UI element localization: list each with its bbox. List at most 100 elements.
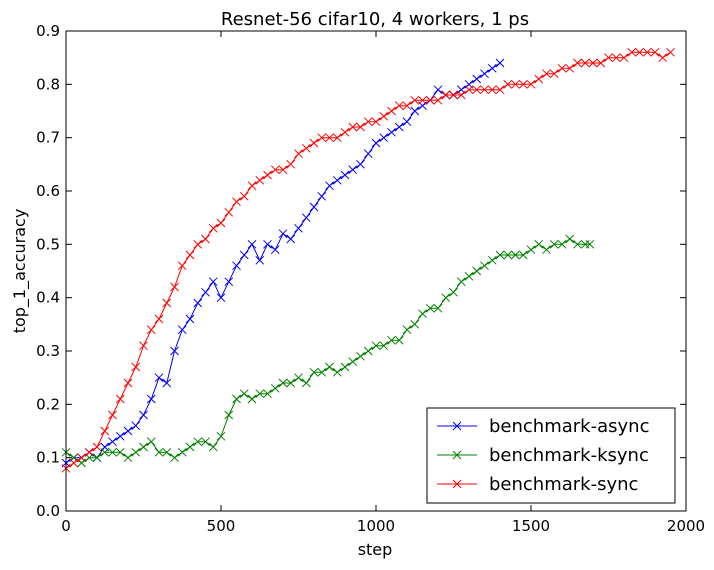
legend-label-benchmark-async: benchmark-async bbox=[489, 416, 649, 437]
data-point-benchmark-sync bbox=[487, 85, 497, 95]
y-tick-label: 0.2 bbox=[36, 395, 60, 413]
y-tick-label: 0.7 bbox=[36, 129, 60, 147]
data-point-benchmark-sync bbox=[549, 69, 559, 79]
data-point-benchmark-async bbox=[402, 117, 412, 127]
legend: benchmark-async benchmark-ksync benchmark-… bbox=[426, 407, 676, 504]
data-point-benchmark-ksync bbox=[139, 442, 148, 452]
data-point-benchmark-async bbox=[363, 149, 373, 159]
data-point-benchmark-sync bbox=[239, 191, 249, 201]
x-tick-label: 2000 bbox=[667, 517, 705, 535]
data-point-benchmark-ksync bbox=[115, 447, 125, 457]
data-point-benchmark-ksync bbox=[146, 437, 156, 447]
data-point-benchmark-ksync bbox=[480, 261, 489, 271]
data-point-benchmark-ksync bbox=[340, 362, 350, 372]
data-point-benchmark-sync bbox=[294, 149, 303, 159]
data-point-benchmark-ksync bbox=[294, 373, 303, 383]
data-point-benchmark-async bbox=[356, 159, 365, 169]
data-point-benchmark-async bbox=[224, 277, 234, 287]
data-point-benchmark-sync bbox=[356, 122, 365, 132]
data-point-benchmark-ksync bbox=[441, 293, 451, 303]
data-point-benchmark-sync bbox=[208, 223, 218, 233]
data-point-benchmark-ksync bbox=[92, 453, 102, 463]
data-point-benchmark-async bbox=[201, 287, 210, 297]
data-point-benchmark-async bbox=[394, 122, 404, 132]
data-point-benchmark-async bbox=[301, 213, 311, 223]
data-point-benchmark-ksync bbox=[495, 250, 505, 260]
data-point-benchmark-sync bbox=[518, 79, 528, 89]
data-point-benchmark-sync bbox=[565, 63, 575, 73]
data-point-benchmark-ksync bbox=[402, 325, 412, 335]
data-point-benchmark-ksync bbox=[518, 250, 528, 260]
data-point-benchmark-sync bbox=[480, 85, 489, 95]
y-tick-label: 0.1 bbox=[36, 449, 60, 467]
data-point-benchmark-async bbox=[108, 437, 117, 447]
data-point-benchmark-ksync bbox=[332, 367, 342, 377]
data-point-benchmark-ksync bbox=[123, 453, 133, 463]
data-point-benchmark-sync bbox=[263, 170, 272, 180]
data-point-benchmark-ksync bbox=[511, 250, 520, 260]
data-point-benchmark-ksync bbox=[177, 447, 187, 457]
data-point-benchmark-ksync bbox=[449, 287, 458, 297]
data-point-benchmark-sync bbox=[511, 79, 520, 89]
data-point-benchmark-sync bbox=[418, 95, 427, 105]
data-point-benchmark-ksync bbox=[573, 239, 582, 249]
data-point-benchmark-async bbox=[115, 431, 125, 441]
data-point-benchmark-ksync bbox=[534, 239, 544, 249]
y-axis-label: top_1_accuracy bbox=[10, 209, 30, 334]
data-point-benchmark-sync bbox=[635, 47, 644, 57]
data-point-benchmark-sync bbox=[309, 138, 319, 148]
data-point-benchmark-sync bbox=[627, 47, 637, 57]
data-point-benchmark-sync bbox=[278, 165, 288, 175]
data-point-benchmark-sync bbox=[177, 261, 187, 271]
data-point-benchmark-async bbox=[216, 293, 226, 303]
data-point-benchmark-sync bbox=[232, 197, 241, 207]
data-point-benchmark-async bbox=[348, 165, 358, 175]
data-point-benchmark-sync bbox=[534, 74, 544, 84]
data-point-benchmark-sync bbox=[410, 95, 420, 105]
plot-area bbox=[61, 47, 675, 473]
data-point-benchmark-sync bbox=[371, 117, 381, 127]
data-point-benchmark-ksync bbox=[154, 447, 164, 457]
data-point-benchmark-async bbox=[294, 223, 303, 233]
data-point-benchmark-sync bbox=[224, 207, 234, 217]
data-point-benchmark-ksync bbox=[487, 255, 497, 265]
data-point-benchmark-sync bbox=[402, 101, 412, 111]
legend-label-benchmark-sync: benchmark-sync bbox=[489, 474, 638, 495]
data-point-benchmark-sync bbox=[162, 298, 172, 308]
data-point-benchmark-async bbox=[239, 250, 249, 260]
data-point-benchmark-ksync bbox=[387, 335, 396, 345]
y-tick-label: 0.3 bbox=[36, 342, 60, 360]
data-point-benchmark-ksync bbox=[348, 357, 358, 367]
data-point-benchmark-sync bbox=[340, 127, 350, 137]
data-point-benchmark-async bbox=[177, 325, 187, 335]
data-point-benchmark-async bbox=[263, 239, 272, 249]
data-point-benchmark-sync bbox=[666, 47, 675, 57]
data-point-benchmark-async bbox=[286, 234, 296, 244]
data-point-benchmark-sync bbox=[433, 95, 443, 105]
data-point-benchmark-ksync bbox=[162, 447, 172, 457]
data-point-benchmark-ksync bbox=[263, 389, 272, 399]
data-point-benchmark-ksync bbox=[356, 351, 365, 361]
data-point-benchmark-sync bbox=[526, 79, 536, 89]
data-point-benchmark-sync bbox=[255, 175, 265, 185]
data-point-benchmark-ksync bbox=[433, 303, 443, 313]
x-tick-label: 1500 bbox=[512, 517, 550, 535]
data-point-benchmark-sync bbox=[495, 85, 505, 95]
data-point-benchmark-ksync bbox=[232, 394, 241, 404]
data-point-benchmark-sync bbox=[270, 165, 280, 175]
data-point-benchmark-async bbox=[487, 63, 497, 73]
data-point-benchmark-ksync bbox=[201, 437, 210, 447]
data-point-benchmark-sync bbox=[100, 426, 110, 436]
data-point-benchmark-sync bbox=[580, 58, 590, 68]
data-point-benchmark-ksync bbox=[301, 378, 311, 388]
x-tick-label: 0 bbox=[61, 517, 71, 535]
data-point-benchmark-sync bbox=[325, 133, 334, 143]
data-point-benchmark-ksync bbox=[224, 410, 234, 420]
data-point-benchmark-sync bbox=[503, 79, 513, 89]
data-point-benchmark-sync bbox=[642, 47, 652, 57]
x-tick-label: 500 bbox=[207, 517, 236, 535]
data-point-benchmark-ksync bbox=[526, 245, 536, 255]
data-point-benchmark-sync bbox=[185, 250, 195, 260]
data-point-benchmark-sync bbox=[123, 378, 133, 388]
data-point-benchmark-async bbox=[162, 378, 172, 388]
